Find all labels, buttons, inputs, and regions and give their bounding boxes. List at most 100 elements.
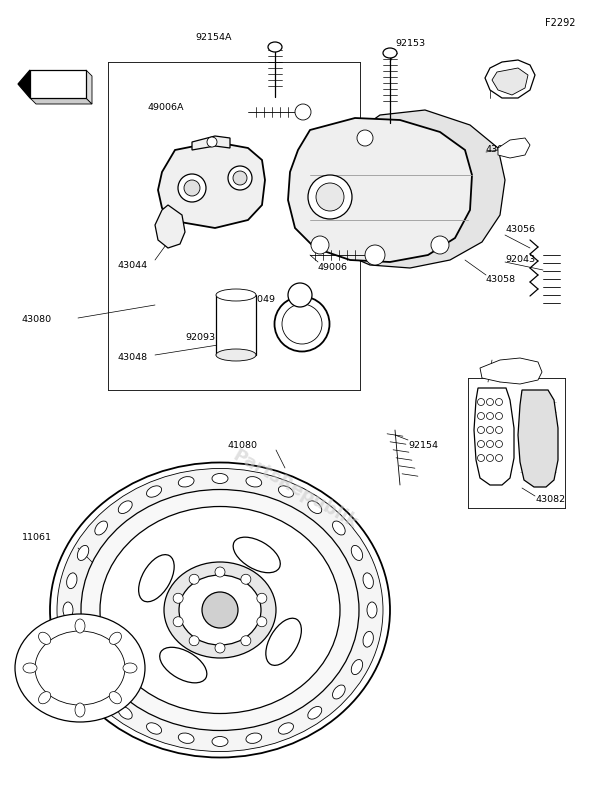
Polygon shape [158,142,265,228]
Polygon shape [30,98,92,104]
Circle shape [365,245,385,265]
Circle shape [431,236,449,254]
Circle shape [241,636,251,646]
Text: 92154: 92154 [408,441,438,450]
Ellipse shape [63,602,73,618]
Text: 43057: 43057 [486,146,516,154]
Text: FRONT: FRONT [35,79,75,89]
Text: 11061: 11061 [22,534,52,542]
Text: 43044: 43044 [118,261,148,270]
Ellipse shape [246,733,262,743]
Polygon shape [492,68,528,95]
Ellipse shape [50,462,390,758]
Polygon shape [485,60,535,98]
Ellipse shape [123,663,137,673]
Circle shape [178,174,206,202]
Ellipse shape [308,706,322,719]
Text: 92153: 92153 [395,38,425,47]
Ellipse shape [139,554,174,602]
Ellipse shape [333,685,345,699]
Polygon shape [474,388,514,485]
Ellipse shape [212,474,228,483]
Text: 49006: 49006 [318,263,348,273]
Ellipse shape [333,521,345,535]
Polygon shape [192,136,230,150]
Ellipse shape [23,663,37,673]
Ellipse shape [178,733,194,743]
Ellipse shape [95,521,107,535]
Ellipse shape [164,562,276,658]
Ellipse shape [216,289,256,301]
Ellipse shape [383,48,397,58]
Ellipse shape [351,659,363,674]
Ellipse shape [109,692,122,704]
Circle shape [308,175,352,219]
Circle shape [207,137,217,147]
Ellipse shape [308,501,322,514]
Ellipse shape [100,506,340,714]
Ellipse shape [57,469,383,751]
Ellipse shape [278,722,293,734]
Polygon shape [288,118,472,262]
Circle shape [257,617,267,626]
Text: 41080: 41080 [228,441,258,450]
Ellipse shape [246,477,262,487]
Text: 92043: 92043 [505,255,535,265]
Circle shape [288,283,312,307]
Text: 92154A: 92154A [195,34,232,42]
Polygon shape [518,390,558,487]
Ellipse shape [363,631,373,647]
Ellipse shape [118,501,132,514]
Ellipse shape [268,42,282,52]
Polygon shape [315,110,505,268]
Polygon shape [480,358,542,384]
Ellipse shape [278,486,293,498]
Text: 43058: 43058 [486,275,516,285]
Circle shape [189,636,199,646]
Ellipse shape [233,537,280,573]
Ellipse shape [363,573,373,589]
Circle shape [316,183,344,211]
Ellipse shape [109,632,122,644]
Circle shape [173,594,183,603]
Text: 43056: 43056 [505,226,535,234]
Circle shape [215,643,225,653]
Circle shape [173,617,183,626]
Ellipse shape [77,659,88,674]
Ellipse shape [75,703,85,717]
Ellipse shape [266,618,301,666]
Ellipse shape [95,685,107,699]
Text: 49006A: 49006A [148,103,184,113]
Ellipse shape [146,722,162,734]
Ellipse shape [15,614,145,722]
Ellipse shape [38,632,51,644]
Circle shape [215,567,225,577]
Circle shape [357,130,373,146]
Ellipse shape [118,706,132,719]
Text: 43082: 43082 [535,495,565,505]
Circle shape [295,104,311,120]
Bar [216,295,256,355]
Circle shape [228,166,252,190]
Text: 43048: 43048 [118,354,148,362]
Circle shape [241,574,251,584]
Ellipse shape [367,602,377,618]
Polygon shape [86,70,92,104]
Ellipse shape [77,546,88,561]
Text: PartsRepublik: PartsRepublik [230,447,360,533]
Ellipse shape [75,619,85,633]
Text: F2292: F2292 [545,18,575,28]
Ellipse shape [179,575,261,645]
Polygon shape [30,70,86,98]
Ellipse shape [38,692,51,704]
Circle shape [184,180,200,196]
Circle shape [311,236,329,254]
Circle shape [233,171,247,185]
Ellipse shape [146,486,162,498]
Ellipse shape [160,647,207,683]
Text: 43080: 43080 [22,315,52,325]
Ellipse shape [67,573,77,589]
Polygon shape [155,205,185,248]
Circle shape [202,592,238,628]
Ellipse shape [81,490,359,730]
